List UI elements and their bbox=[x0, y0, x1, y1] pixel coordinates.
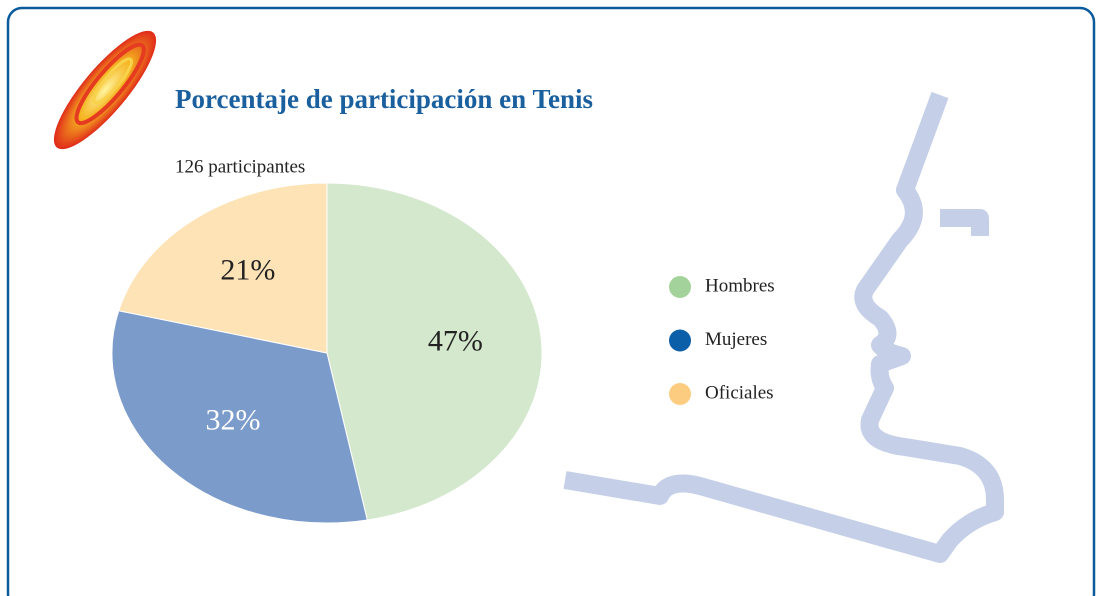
slice-label: 47% bbox=[428, 324, 483, 357]
slice-label: 32% bbox=[205, 404, 260, 437]
chart-title: Porcentaje de participación en Tenis bbox=[175, 84, 593, 114]
legend-swatch bbox=[669, 383, 691, 405]
legend-label: Hombres bbox=[705, 275, 775, 296]
chart-subtitle: 126 participantes bbox=[175, 156, 305, 177]
page: Porcentaje de participación en Tenis 126… bbox=[0, 0, 1099, 596]
slide: Porcentaje de participación en Tenis 126… bbox=[0, 0, 1099, 596]
slice-label: 21% bbox=[220, 253, 275, 286]
legend-swatch bbox=[669, 330, 691, 352]
legend-label: Mujeres bbox=[705, 329, 767, 350]
legend-swatch bbox=[669, 276, 691, 298]
legend-label: Oficiales bbox=[705, 382, 774, 403]
